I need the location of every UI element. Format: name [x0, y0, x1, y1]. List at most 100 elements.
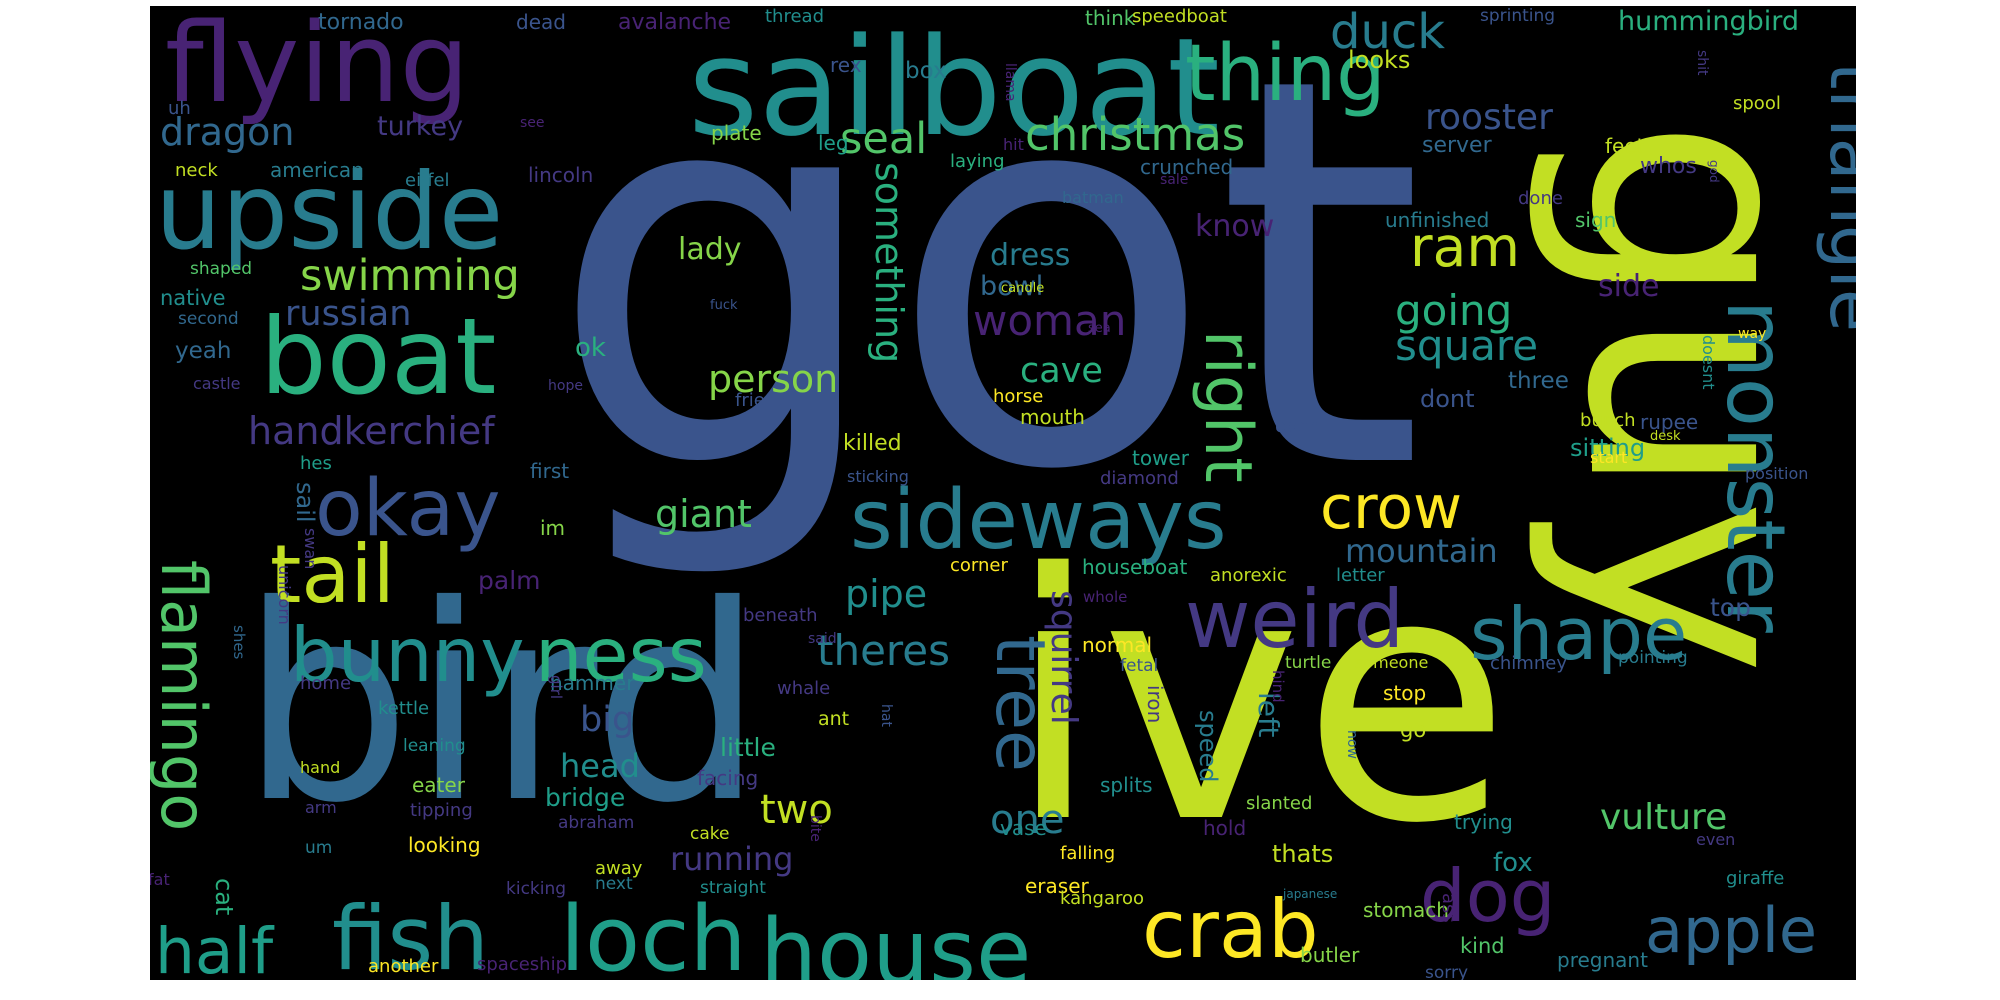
- word-one: one: [990, 797, 1065, 843]
- word-girl: girl: [547, 675, 565, 700]
- word-swimming: swimming: [300, 251, 520, 301]
- word-see: see: [520, 115, 545, 131]
- word-open: open: [1275, 416, 1320, 437]
- word-crow: crow: [1320, 473, 1463, 543]
- word-trying: trying: [1454, 810, 1513, 834]
- word-sign: sign: [1575, 208, 1617, 232]
- word-friend: friend: [735, 390, 788, 411]
- word-woman: woman: [973, 296, 1127, 345]
- word-done: done: [1518, 188, 1563, 209]
- word-side: side: [1598, 269, 1660, 304]
- word-dog: dog: [1420, 854, 1556, 938]
- word-going: going: [1395, 286, 1513, 335]
- word-hat: hat: [878, 704, 894, 727]
- word-squirrel: squirrel: [1043, 590, 1084, 725]
- word-tipping: tipping: [410, 800, 473, 821]
- word-houseboat: houseboat: [1082, 555, 1188, 579]
- word-sitting: sitting: [1570, 434, 1646, 462]
- word-uh: uh: [168, 98, 191, 119]
- word-cool: cool: [1854, 380, 1856, 413]
- word-bunch: bunch: [1580, 410, 1636, 431]
- word-flying: flying: [165, 6, 470, 127]
- word-seal: seal: [840, 114, 928, 164]
- word-kind: kind: [1460, 934, 1505, 958]
- word-looking: looking: [408, 833, 481, 857]
- word-think: think: [1085, 6, 1136, 30]
- word-unicorn: unicorn: [275, 565, 294, 625]
- word-know: know: [1195, 209, 1275, 244]
- word-avalanche: avalanche: [618, 10, 732, 35]
- word-box: box: [905, 58, 947, 84]
- word-speedboat: speedboat: [1132, 6, 1227, 27]
- word-fox: fox: [1493, 848, 1533, 878]
- word-house: house: [760, 900, 1032, 981]
- word-giraffe: giraffe: [1726, 868, 1785, 889]
- word-desk: desk: [1650, 429, 1681, 444]
- word-candle: candle: [1001, 281, 1045, 296]
- word-splits: splits: [1100, 773, 1153, 797]
- word-butler: butler: [1300, 943, 1360, 967]
- word-triangle: triangle: [1814, 62, 1856, 332]
- word-giant: giant: [655, 492, 752, 536]
- word-unfinished: unfinished: [1385, 208, 1490, 232]
- word-hand: hand: [300, 758, 341, 777]
- word-hope: hope: [548, 378, 583, 394]
- word-duck: duck: [1330, 6, 1446, 60]
- word-pregnant: pregnant: [1557, 948, 1648, 972]
- word-hold: hold: [1203, 816, 1247, 840]
- word-eater: eater: [412, 773, 465, 797]
- word-cake: cake: [690, 824, 730, 844]
- word-another: another: [368, 956, 439, 977]
- word-swan: swan: [301, 528, 320, 570]
- word-said: said: [808, 631, 837, 647]
- word-shit: shit: [1694, 50, 1710, 76]
- word-american: american: [270, 158, 364, 182]
- word-eiffel: eiffel: [405, 170, 450, 191]
- word-server: server: [1422, 133, 1492, 158]
- word-abraham: abraham: [558, 813, 635, 833]
- word-way: way: [1738, 326, 1767, 342]
- word-plate: plate: [711, 121, 762, 145]
- word-leaning: leaning: [403, 736, 466, 756]
- word-looks: looks: [1348, 46, 1411, 74]
- word-square: square: [1395, 321, 1539, 370]
- word-handkerchief: handkerchief: [248, 409, 495, 453]
- word-cloud: got ive bird guy sailboat flying upside boat sid…: [150, 6, 1856, 980]
- word-thats: thats: [1272, 840, 1334, 868]
- word-stop: stop: [1383, 681, 1427, 705]
- word-dress: dress: [990, 238, 1071, 273]
- word-fuck: fuck: [710, 298, 738, 313]
- word-pointing: pointing: [1618, 648, 1688, 668]
- word-bowl: bowl: [980, 271, 1044, 302]
- word-spool: spool: [1733, 93, 1781, 114]
- word-sailboat: sailboat: [688, 9, 1221, 166]
- word-llama: llama: [1002, 63, 1018, 102]
- word-ive: ive: [1006, 502, 1511, 898]
- word-thing: thing: [1185, 29, 1386, 119]
- word-sticking: sticking: [847, 467, 909, 486]
- word-japanese: japanese: [1283, 887, 1338, 901]
- word-letter: letter: [1336, 565, 1385, 586]
- word-sale: sale: [1160, 172, 1189, 188]
- word-flamingo: flamingo: [150, 560, 220, 832]
- word-even: even: [1696, 830, 1736, 849]
- word-something: something: [867, 162, 911, 364]
- word-weird: weird: [1185, 573, 1405, 666]
- word-vulture: vulture: [1600, 797, 1728, 838]
- word-top: top: [1710, 593, 1751, 622]
- word-hit: hit: [1003, 135, 1024, 154]
- word-diamond: diamond: [1100, 468, 1179, 489]
- word-away: away: [595, 858, 643, 879]
- word-rupee: rupee: [1640, 410, 1699, 434]
- word-shape: shape: [1470, 592, 1688, 676]
- word-tail: tail: [270, 528, 395, 621]
- word-someone: someone: [1355, 653, 1429, 672]
- word-iron: iron: [1143, 685, 1167, 724]
- word-vase: vase: [1000, 816, 1047, 840]
- word-ok: ok: [575, 333, 606, 363]
- word-got: got: [548, 6, 1425, 587]
- word-castle: castle: [193, 374, 241, 393]
- word-ass: ass: [1438, 893, 1459, 923]
- word-half: half: [155, 915, 274, 980]
- word-corner: corner: [950, 555, 1008, 576]
